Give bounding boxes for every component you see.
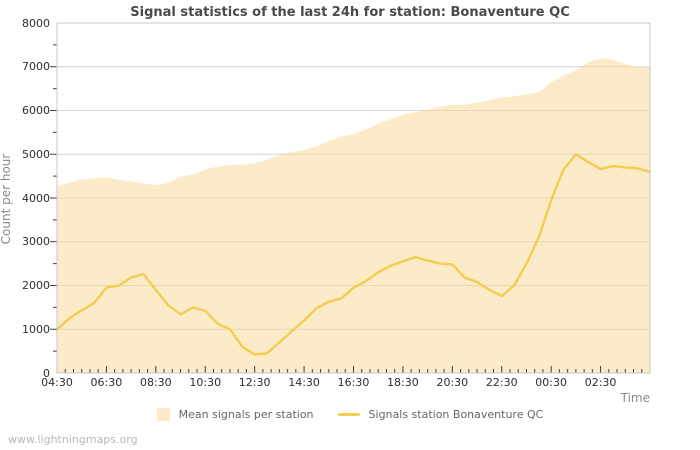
y-axis-title: Count per hour	[0, 153, 13, 245]
y-tick-label: 4000	[22, 191, 50, 205]
y-tick-label: 8000	[22, 16, 50, 30]
legend: Mean signals per station Signals station…	[0, 408, 700, 421]
plot-border	[56, 22, 651, 374]
legend-label-station: Signals station Bonaventure QC	[368, 408, 544, 421]
mean-area-series	[57, 58, 650, 373]
y-tick-label: 7000	[22, 60, 50, 74]
y-tick-label: 1000	[22, 322, 50, 336]
legend-line-swatch	[337, 413, 360, 416]
legend-area-swatch	[156, 408, 170, 421]
y-tick-label: 5000	[22, 147, 50, 161]
x-tick-label: 12:30	[238, 376, 271, 389]
x-tick-label: 08:30	[139, 376, 172, 389]
legend-label-mean: Mean signals per station	[178, 408, 314, 421]
y-tick-label: 2000	[22, 279, 50, 292]
x-tick-label: 20:30	[436, 376, 469, 389]
y-tick-label: 0	[43, 366, 50, 380]
x-tick-label: 22:30	[485, 376, 518, 389]
x-tick-label: 18:30	[387, 376, 419, 389]
x-tick-label: 02:30	[584, 376, 617, 389]
watermark: www.lightningmaps.org	[8, 433, 138, 446]
x-tick-label: 00:30	[535, 376, 567, 389]
x-tick-label: 06:30	[90, 376, 123, 389]
x-tick-label: 16:30	[337, 376, 370, 389]
x-tick-label: 04:30	[41, 376, 73, 389]
legend-item-station: Signals station Bonaventure QC	[337, 408, 544, 421]
y-tick-label: 3000	[22, 235, 50, 249]
y-tick-label: 6000	[22, 104, 50, 117]
chart-title: Signal statistics of the last 24h for st…	[130, 5, 570, 20]
legend-item-mean: Mean signals per station	[156, 408, 314, 421]
station-line-series	[55, 153, 652, 356]
x-tick-label: 14:30	[288, 376, 320, 389]
x-tick-label: 10:30	[189, 376, 222, 389]
x-axis-title: Time	[620, 391, 650, 405]
